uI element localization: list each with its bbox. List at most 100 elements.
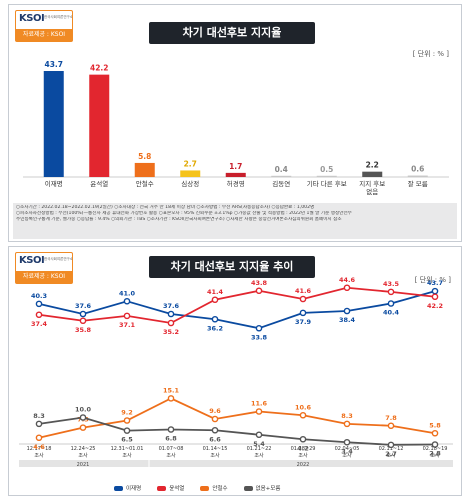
data-point xyxy=(387,441,395,449)
data-point xyxy=(255,431,263,439)
data-label: 9.2 xyxy=(121,409,133,417)
x-tick-label: 조사 xyxy=(254,452,264,459)
line-chart-panel: KSOI 한국사회여론연구소 자료제공 : KSOI 차기 대선후보 지지율 추… xyxy=(8,246,462,496)
category-label: 기타 다른 후보 xyxy=(307,179,347,188)
line-chart: 2021 202212.17~18조사12.24~25조사12.31~01.01조… xyxy=(19,276,453,468)
legend-item: 윤석열 xyxy=(157,484,184,492)
data-point xyxy=(79,414,87,421)
bar-value-label: 1.7 xyxy=(229,162,242,171)
data-point xyxy=(343,307,351,315)
category-label: 없음 xyxy=(366,188,378,196)
bar xyxy=(43,71,64,177)
bar xyxy=(134,162,155,177)
logo-org: 한국사회여론연구소 xyxy=(44,15,72,19)
series-line xyxy=(38,290,436,330)
survey-notes: ○조사기간 : 2022.02.18~2022.02.19(2일간) ○조사대상… xyxy=(13,203,457,239)
x-tick-label: 조사 xyxy=(298,452,308,459)
data-label: 43.7 xyxy=(427,279,443,287)
x-tick-label: 12.24~25 xyxy=(71,446,96,452)
x-tick-label: 01.14~15 xyxy=(203,446,228,452)
data-point xyxy=(35,434,43,442)
data-label: 10.0 xyxy=(75,406,92,414)
data-point xyxy=(123,312,131,320)
legend-label: 안철수 xyxy=(212,486,228,492)
data-label: 37.6 xyxy=(75,302,92,310)
line-chart-title: 차기 대선후보 지지율 추이 xyxy=(149,256,315,278)
data-point xyxy=(35,420,43,428)
data-label: 41.4 xyxy=(207,288,224,296)
legend-label: 없음+모름 xyxy=(255,486,281,492)
unit-label: [ 단위 : % ] xyxy=(414,276,451,284)
chart-legend: 이재명 윤석열 안철수 없음+모름 xyxy=(114,484,280,492)
x-tick-label: 조사 xyxy=(166,452,176,459)
bar xyxy=(407,175,428,177)
data-point xyxy=(35,300,43,308)
data-point xyxy=(123,427,131,434)
category-label: 잘 모름 xyxy=(408,180,428,188)
data-label: 37.6 xyxy=(163,302,180,310)
data-label: 7.8 xyxy=(385,414,397,422)
data-label: 37.1 xyxy=(119,321,136,329)
ksoi-logo: KSOI 한국사회여론연구소 자료제공 : KSOI xyxy=(15,252,73,284)
legend-swatch xyxy=(157,485,167,491)
data-label: 15.1 xyxy=(163,386,180,394)
data-label: 41.0 xyxy=(119,289,136,297)
category-label: 윤석열 xyxy=(90,179,108,188)
data-point xyxy=(299,295,307,303)
bar-value-label: 2.7 xyxy=(184,159,197,168)
data-label: 40.4 xyxy=(383,309,400,317)
data-point xyxy=(167,395,175,402)
x-tick-label: 12.31~01.01 xyxy=(111,446,144,452)
data-point xyxy=(211,426,219,434)
note-line: 주민등록인구통계 기준, 셀가중 ○응답률 : 9.4% ○의뢰기관 : TBS… xyxy=(16,217,342,223)
x-tick-label: 01.21~22 xyxy=(247,446,272,452)
category-label: 지지 후보 xyxy=(359,179,385,188)
bar xyxy=(316,175,337,177)
data-point xyxy=(79,424,87,431)
bar-value-label: 0.4 xyxy=(275,165,288,174)
bar-chart: 43.7 이재명 42.2 윤석열 5.8 안철수 2.7 심상정 1.7 허경영 0.4 김동연 0.… xyxy=(23,60,449,196)
data-point xyxy=(299,435,307,443)
x-tick-label: 조사 xyxy=(210,452,220,459)
data-label: 8.3 xyxy=(33,412,45,420)
x-tick-label: 02.04~05 xyxy=(335,446,360,452)
year-band xyxy=(19,460,453,467)
bar xyxy=(180,170,201,177)
bar-value-label: 0.5 xyxy=(320,165,333,174)
unit-label: [ 단위 : % ] xyxy=(412,50,449,58)
data-label: 5.4 xyxy=(253,440,265,448)
data-point xyxy=(431,441,439,448)
year-label: 2021 xyxy=(77,462,90,468)
x-tick-label: 조사 xyxy=(78,452,88,459)
x-tick-label: 02.18~19 xyxy=(423,446,448,452)
data-label: 11.6 xyxy=(251,400,268,408)
logo-org: 한국사회여론연구소 xyxy=(44,257,72,261)
category-label: 김동연 xyxy=(272,180,290,188)
legend-item: 이재명 xyxy=(114,484,141,492)
data-label: 8.3 xyxy=(341,412,353,420)
bar xyxy=(271,175,292,177)
data-point xyxy=(35,311,43,319)
data-label: 44.6 xyxy=(339,276,356,284)
data-label: 6.8 xyxy=(165,435,177,443)
x-tick-label: 01.28~29 xyxy=(291,446,316,452)
source-label: 자료제공 : KSOI xyxy=(16,271,72,283)
legend-swatch xyxy=(243,485,253,491)
legend-swatch xyxy=(200,485,210,491)
bar-chart-title: 차기 대선후보 지지율 xyxy=(149,22,315,44)
data-label: 3.4 xyxy=(341,447,353,455)
data-point xyxy=(211,296,219,304)
data-label: 4.2 xyxy=(297,444,309,452)
data-label: 36.2 xyxy=(207,324,223,332)
data-label: 9.6 xyxy=(209,407,221,415)
x-tick-label: 02.11~12 xyxy=(379,446,404,452)
data-point xyxy=(431,429,439,437)
data-point xyxy=(387,288,395,296)
series-line xyxy=(38,416,436,446)
bar-value-label: 2.2 xyxy=(366,161,379,170)
category-label: 허경영 xyxy=(227,179,245,188)
legend-item: 없음+모름 xyxy=(243,484,281,492)
data-point xyxy=(431,287,439,295)
data-label: 42.2 xyxy=(427,302,443,310)
x-tick-label: 01.07~08 xyxy=(159,446,184,452)
